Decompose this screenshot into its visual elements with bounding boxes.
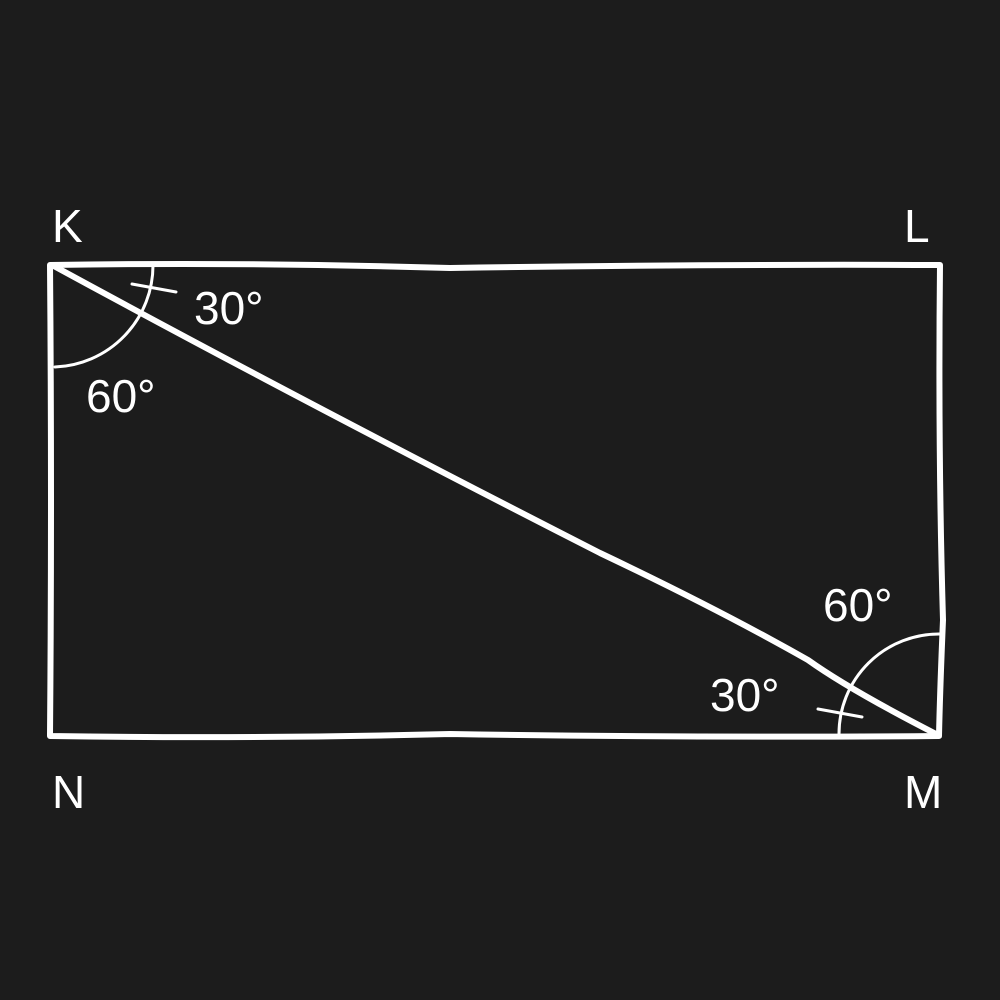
vertex-label-k: K bbox=[52, 200, 83, 252]
angle-label-k-lower: 60° bbox=[86, 370, 156, 422]
angle-arc-k bbox=[53, 263, 155, 369]
angle-tick-k bbox=[130, 282, 178, 294]
angle-tick-m bbox=[816, 707, 864, 719]
diagonal-km bbox=[49, 262, 941, 738]
angle-label-m-lower: 30° bbox=[710, 669, 780, 721]
vertex-label-m: M bbox=[904, 766, 942, 818]
rectangle-outline bbox=[47, 261, 946, 741]
vertex-label-n: N bbox=[52, 766, 85, 818]
angle-arc-m bbox=[837, 632, 942, 736]
angle-label-m-upper: 60° bbox=[823, 579, 893, 631]
angle-label-k-upper: 30° bbox=[194, 282, 264, 334]
vertex-label-l: L bbox=[904, 200, 930, 252]
